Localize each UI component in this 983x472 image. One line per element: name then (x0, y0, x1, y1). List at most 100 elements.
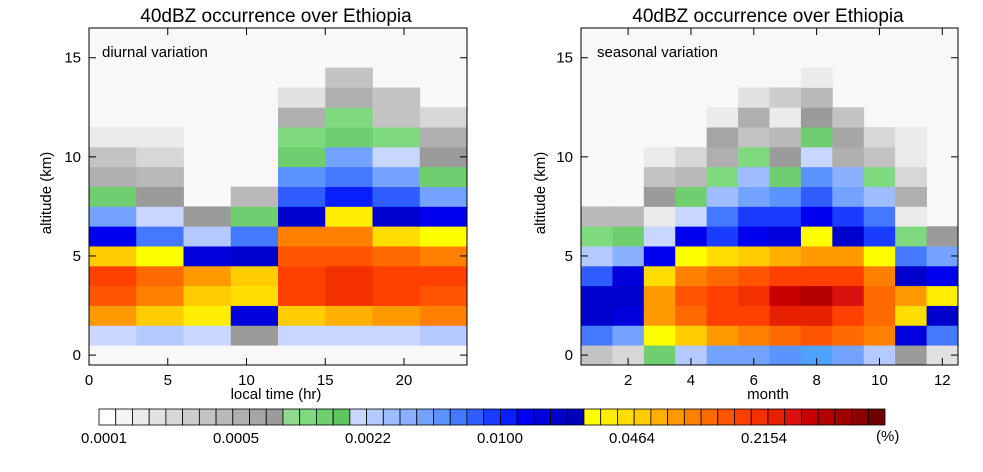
heatmap-cell (675, 246, 708, 267)
heatmap-cell (895, 246, 927, 267)
heatmap-cell (926, 325, 959, 346)
heatmap-cell (643, 325, 676, 346)
y-axis-label: altitude (km) (532, 152, 549, 235)
heatmap-cell (325, 87, 373, 108)
seasonal-panel: 40dBZ occurrence over Ethiopia seasonal … (532, 6, 959, 403)
heatmap-cell (675, 226, 708, 247)
colorbar-swatch (867, 408, 886, 426)
heatmap-cell (800, 166, 833, 187)
heatmap-cell (230, 305, 279, 326)
heatmap-cell (372, 305, 421, 326)
heatmap-cell (612, 265, 645, 287)
heatmap-cell (419, 305, 468, 326)
x-tick-label: 8 (812, 372, 820, 389)
heatmap-cell (89, 226, 137, 247)
heatmap-cell (895, 305, 927, 326)
colorbar-swatch (132, 408, 150, 426)
heatmap-cell (738, 87, 770, 108)
heatmap-cell (706, 345, 739, 366)
heatmap-cell (278, 206, 326, 227)
heatmap-cell (800, 265, 833, 287)
heatmap-cell (675, 345, 708, 366)
panel-title: 40dBZ occurrence over Ethiopia (632, 6, 904, 27)
heatmap-cell (136, 146, 184, 168)
heatmap-cell (643, 206, 676, 227)
heatmap-cell (183, 325, 232, 346)
heatmap-cell (800, 127, 833, 148)
heatmap-cell (863, 285, 896, 306)
heatmap-cell (372, 265, 421, 287)
heatmap-cell (706, 305, 739, 326)
heatmap-cell (706, 146, 739, 168)
heatmap-cell (926, 285, 959, 306)
x-axis-label: month (747, 386, 789, 403)
colorbar-swatch (834, 408, 852, 426)
heatmap-cell (89, 166, 137, 187)
heatmap-cell (183, 305, 232, 326)
heatmap-cell (136, 206, 184, 227)
heatmap-cell (926, 265, 959, 287)
colorbar-swatch (600, 408, 618, 426)
heatmap-cell (800, 67, 833, 88)
colorbar-swatch (265, 408, 284, 426)
heatmap-cell (675, 166, 708, 187)
heatmap-cell (230, 265, 279, 287)
heatmap-cell (372, 186, 421, 207)
heatmap-cell (863, 186, 896, 207)
heatmap-cell (832, 226, 865, 247)
heatmap-cell (706, 206, 739, 227)
heatmap-cell (738, 325, 770, 346)
heatmap-cell (706, 265, 739, 287)
heatmap-cell (136, 166, 184, 187)
heatmap-cell (769, 305, 802, 326)
heatmap-cell (895, 345, 927, 366)
heatmap-cell (325, 67, 373, 88)
heatmap-cell (136, 127, 184, 148)
heatmap-cell (832, 186, 865, 207)
heatmap-cell (738, 146, 770, 168)
heatmap-cell (863, 146, 896, 168)
heatmap-cell (643, 246, 676, 267)
heatmap-cell (325, 246, 373, 267)
colorbar-swatch (182, 408, 200, 426)
heatmap-cell (675, 265, 708, 287)
heatmap-cell (372, 87, 421, 108)
heatmap-cell (769, 186, 802, 207)
heatmap-cell (643, 146, 676, 168)
colorbar-swatch (466, 408, 485, 426)
heatmap-cell (372, 166, 421, 187)
heatmap-cell (230, 226, 279, 247)
heatmap-cell (278, 305, 326, 326)
heatmap-cell (769, 285, 802, 306)
heatmap-cell (706, 127, 739, 148)
heatmap-cell (863, 226, 896, 247)
heatmap-cell (136, 285, 184, 306)
heatmap-cell (643, 166, 676, 187)
heatmap-cell (706, 166, 739, 187)
heatmap-cell (863, 345, 896, 366)
heatmap-cell (612, 305, 645, 326)
heatmap-cell (581, 226, 613, 247)
heatmap-cell (325, 107, 373, 128)
heatmap-cell (612, 325, 645, 346)
heatmap-cell (800, 226, 833, 247)
colorbar-swatch (148, 408, 167, 426)
heatmap-cell (278, 226, 326, 247)
colorbar-swatch (533, 408, 551, 426)
colorbar-swatch (115, 408, 133, 426)
heatmap-cell (643, 186, 676, 207)
heatmap-cell (325, 285, 373, 306)
heatmap-cell (643, 265, 676, 287)
heatmap-cell (581, 265, 613, 287)
diurnal-panel: 40dBZ occurrence over Ethiopia diurnal v… (38, 6, 468, 403)
heatmap-cell (612, 206, 645, 227)
heatmap-cell (895, 325, 927, 346)
heatmap-cell (738, 265, 770, 287)
x-tick-label: 4 (687, 372, 695, 389)
heatmap-cell (895, 146, 927, 168)
colorbar-swatch (282, 408, 301, 426)
colorbar-swatch (332, 408, 351, 426)
panel-title: 40dBZ occurrence over Ethiopia (140, 6, 412, 27)
y-tick-label: 0 (73, 347, 81, 364)
y-axis-label: altitude (km) (38, 152, 55, 235)
